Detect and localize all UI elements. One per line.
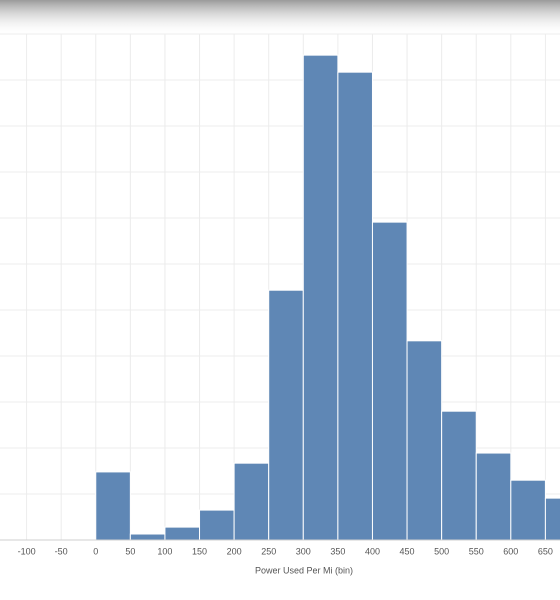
x-tick-label: -100 [18,546,36,556]
plot-area: -100 -50 0 50 100 150 200 250 300 350 400 450 500 550… [0,33,560,556]
bar [475,452,512,541]
x-tick-label: 600 [503,546,518,556]
bar [302,54,339,541]
x-axis-title: Power Used Per Mi (bin) [255,565,353,575]
bar [337,71,373,541]
bar [129,533,166,541]
x-tick-label: -50 [55,546,68,556]
bar [441,410,477,541]
bar [199,509,235,541]
bar [510,479,546,541]
x-tick-label: 0 [93,546,98,556]
x-tick-label: 250 [261,546,276,556]
bar [371,221,408,541]
bar [544,497,560,541]
x-tick-label: 500 [434,546,449,556]
bar [233,462,270,541]
bar [406,340,443,541]
x-tick-label: 50 [125,546,135,556]
x-tick-label: 450 [400,546,415,556]
x-tick-label: 300 [296,546,311,556]
bar [164,526,201,541]
x-tick-label: 650 [538,546,553,556]
bar [95,471,131,541]
bar [268,289,304,541]
x-tick-label: 350 [330,546,345,556]
x-tick-label: 400 [365,546,380,556]
x-tick-label: 200 [227,546,242,556]
top-shade [0,0,560,36]
x-tick-label: 550 [469,546,484,556]
x-tick-label: 100 [157,546,172,556]
x-tick-label: 150 [192,546,207,556]
